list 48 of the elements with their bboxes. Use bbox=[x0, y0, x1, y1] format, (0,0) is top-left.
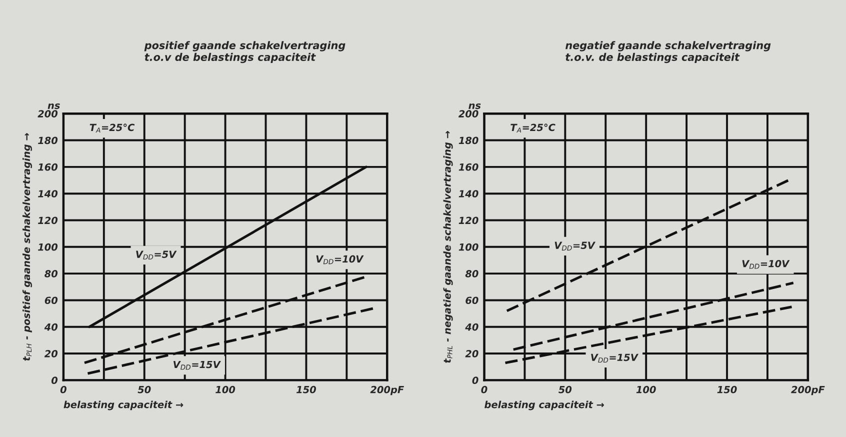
y-tick-label: 120 bbox=[38, 216, 58, 224]
series-label: V$_{DD}$=5V bbox=[554, 242, 596, 250]
x-tick-label: 150 bbox=[296, 386, 316, 394]
y-tick-label: 200 bbox=[458, 110, 478, 118]
chart-title: positief gaande schakelvertraging t.o.v de belastings capaciteit bbox=[144, 41, 346, 64]
series-label: V$_{DD}$=15V bbox=[591, 354, 639, 363]
y-tick-label: 20 bbox=[465, 350, 478, 358]
text: ns bbox=[468, 103, 481, 110]
text: ns bbox=[48, 103, 60, 110]
y-tick-label: 120 bbox=[458, 216, 478, 224]
x-tick-label: 150 bbox=[717, 386, 737, 394]
y-tick-label: 160 bbox=[458, 163, 478, 171]
x-tick-label: 200pF bbox=[370, 386, 404, 396]
x-tick-label: 100 bbox=[636, 386, 656, 394]
y-tick-label: 60 bbox=[44, 296, 58, 304]
y-tick-label: 180 bbox=[38, 136, 58, 144]
x-tick-label: 200pF bbox=[791, 386, 825, 396]
series-label: V$_{DD}$=5V bbox=[136, 250, 177, 260]
series-label: V$_{DD}$=10V bbox=[316, 255, 364, 264]
y-tick-label: 140 bbox=[38, 190, 58, 198]
y-tick-label: 160 bbox=[38, 163, 58, 171]
x-axis-title: belasting capaciteit → bbox=[484, 400, 604, 410]
series-label: V$_{DD}$=10V bbox=[742, 260, 790, 269]
y-tick-label: 140 bbox=[458, 190, 478, 198]
chart-title: negatief gaande schakelvertraging t.o.v. de belastings capaciteit bbox=[565, 41, 771, 64]
y-tick-label: 60 bbox=[466, 296, 478, 304]
x-tick-label: 100 bbox=[216, 386, 236, 394]
y-tick-label: 80 bbox=[465, 270, 478, 278]
y-tick-label: 40 bbox=[44, 323, 58, 331]
annotation: T$_{A}$=25°C bbox=[510, 124, 556, 133]
y-tick-label: 200 bbox=[38, 110, 58, 118]
y-axis-title: t$_{PLH}$ - positief gaande schakelvertraging → bbox=[22, 133, 32, 361]
x-tick-label: 0 bbox=[60, 386, 66, 394]
series-label: V$_{DD}$=15V bbox=[174, 360, 221, 370]
annotation: T$_{A}$=25°C bbox=[90, 124, 135, 133]
y-axis-title: t$_{PHL}$ - negatief gaande schakelvertraging → bbox=[443, 130, 453, 363]
x-tick-label: 50 bbox=[138, 386, 151, 394]
y-tick-label: 0 bbox=[472, 376, 478, 384]
y-tick-label: 80 bbox=[44, 270, 58, 278]
x-axis-title: belasting capaciteit → bbox=[64, 400, 184, 410]
y-tick-label: 40 bbox=[465, 323, 478, 331]
y-tick-label: 0 bbox=[51, 376, 58, 384]
y-tick-label: 100 bbox=[38, 243, 58, 251]
y-tick-label: 100 bbox=[458, 243, 478, 251]
y-tick-label: 180 bbox=[458, 136, 478, 144]
x-tick-label: 50 bbox=[558, 386, 572, 394]
y-tick-label: 20 bbox=[44, 350, 58, 358]
x-tick-label: 0 bbox=[481, 386, 488, 394]
